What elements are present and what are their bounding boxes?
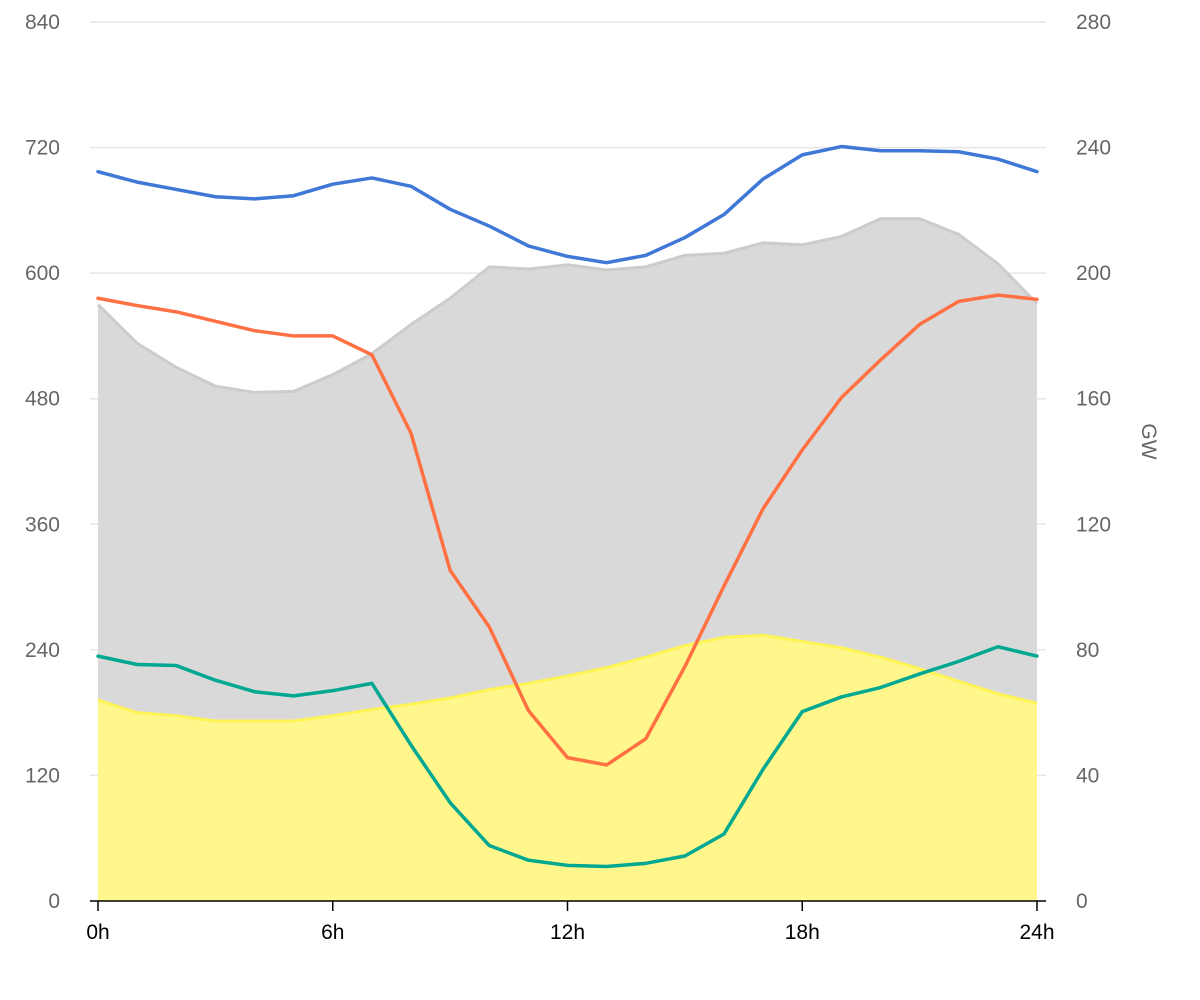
left-tick-label: 600 bbox=[25, 262, 60, 285]
left-tick-label: 720 bbox=[25, 137, 60, 160]
x-tick-label: 12h bbox=[550, 921, 585, 944]
axes bbox=[90, 900, 1046, 911]
x-tick-label: 6h bbox=[321, 921, 344, 944]
line-series bbox=[96, 144, 1039, 869]
left-tick-label: 120 bbox=[25, 764, 60, 787]
area-series bbox=[96, 217, 1039, 901]
right-tick-label: 280 bbox=[1076, 11, 1111, 34]
line-series-4 bbox=[96, 644, 1039, 869]
x-tick-label: 24h bbox=[1019, 921, 1054, 944]
line-series-2 bbox=[96, 144, 1039, 265]
x-tick-label: 0h bbox=[86, 921, 109, 944]
left-tick-label: 360 bbox=[25, 513, 60, 536]
tick-labels: 0 120 240 360 480 600 720 840 0 40 80 120 160 200 240 2… bbox=[25, 11, 1111, 944]
x-tick-label: 18h bbox=[785, 921, 820, 944]
right-tick-label: 80 bbox=[1076, 639, 1099, 662]
line-series-3 bbox=[96, 293, 1039, 767]
left-tick-label: 480 bbox=[25, 388, 60, 411]
right-tick-label: 120 bbox=[1076, 513, 1111, 536]
left-tick-label: 0 bbox=[48, 890, 60, 913]
right-tick-label: 0 bbox=[1076, 890, 1088, 913]
right-tick-label: 40 bbox=[1076, 764, 1099, 787]
left-tick-label: 240 bbox=[25, 639, 60, 662]
right-tick-label: 200 bbox=[1076, 262, 1111, 285]
right-tick-label: 160 bbox=[1076, 388, 1111, 411]
area-series-0-edge bbox=[96, 217, 1039, 394]
right-tick-label: 240 bbox=[1076, 137, 1111, 160]
left-tick-label: 840 bbox=[25, 11, 60, 34]
area-series-1-edge bbox=[97, 633, 1038, 723]
area-series-1-fill bbox=[98, 635, 1037, 901]
right-axis-title: GW bbox=[1137, 423, 1160, 459]
